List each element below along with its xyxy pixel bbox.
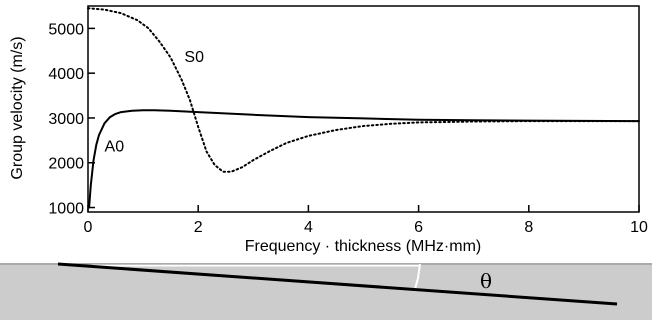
x-tick-label: 8 bbox=[524, 219, 533, 236]
white-crack-mark bbox=[414, 263, 421, 290]
theta-label: θ bbox=[480, 269, 492, 293]
plot-frame bbox=[87, 5, 640, 213]
x-tick-label: 2 bbox=[194, 219, 203, 236]
series-label-s0: S0 bbox=[184, 49, 204, 66]
y-tick-label: 5000 bbox=[48, 21, 84, 38]
y-tick-label: 2000 bbox=[48, 156, 84, 173]
dispersion-chart: 0 2 4 6 8 10 1000 2000 3000 4000 5000 S0 A0 Freque… bbox=[9, 5, 648, 255]
x-tick-label: 10 bbox=[630, 219, 648, 236]
plate bbox=[0, 263, 652, 320]
series-s0-line bbox=[87, 7, 640, 173]
series-a0-line bbox=[88, 109, 640, 209]
y-axis-label: Group velocity (m/s) bbox=[9, 36, 26, 179]
y-tick-label: 3000 bbox=[48, 111, 84, 128]
series-labels: S0 A0 bbox=[105, 49, 205, 156]
x-axis-label: Frequency · thickness (MHz·mm) bbox=[245, 238, 481, 255]
x-tick-label: 0 bbox=[84, 219, 93, 236]
series-lines bbox=[87, 7, 640, 209]
y-ticks: 1000 2000 3000 4000 5000 bbox=[48, 21, 95, 218]
plate-diagram: θ bbox=[0, 262, 652, 320]
inclined-line bbox=[57, 262, 618, 306]
x-ticks: 0 2 4 6 8 10 bbox=[84, 205, 648, 236]
x-tick-label: 6 bbox=[414, 219, 423, 236]
y-tick-label: 4000 bbox=[48, 66, 84, 83]
y-tick-label: 1000 bbox=[48, 201, 84, 218]
series-label-a0: A0 bbox=[105, 139, 125, 156]
x-tick-label: 4 bbox=[304, 219, 313, 236]
